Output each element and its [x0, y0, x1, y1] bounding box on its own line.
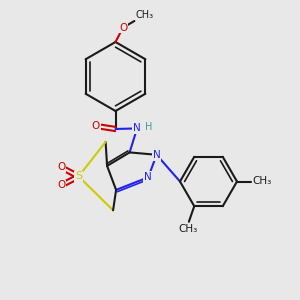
- Text: O: O: [57, 180, 65, 190]
- Text: CH₃: CH₃: [253, 176, 272, 187]
- Text: O: O: [119, 22, 127, 33]
- Text: O: O: [92, 121, 100, 131]
- Text: H: H: [145, 122, 153, 133]
- Text: N: N: [144, 172, 152, 182]
- Text: N: N: [153, 150, 160, 160]
- Text: N: N: [133, 123, 141, 134]
- Text: CH₃: CH₃: [135, 10, 153, 20]
- Text: S: S: [75, 171, 82, 182]
- Text: O: O: [57, 162, 65, 172]
- Text: CH₃: CH₃: [178, 224, 198, 234]
